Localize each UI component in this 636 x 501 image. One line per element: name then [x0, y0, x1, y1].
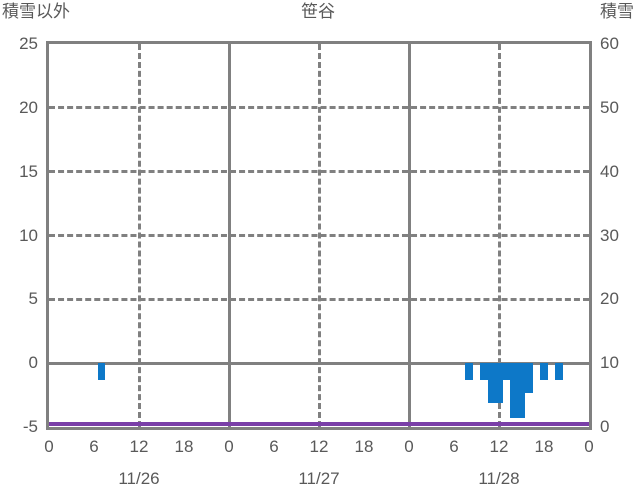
y-axis-tick-label-right: 20	[600, 289, 619, 309]
bar	[510, 363, 518, 419]
y-axis-tick-label-left: 0	[28, 353, 38, 373]
chart-title: 笹谷	[301, 2, 335, 21]
right-axis-label: 積雪	[600, 2, 634, 21]
x-axis-tick-label: 0	[584, 437, 594, 456]
y-axis-tick-label-right: 10	[600, 353, 619, 373]
snow-depth-line	[49, 422, 589, 426]
y-axis-tick-label-left: 5	[28, 289, 38, 309]
x-axis-tick-label: 12	[129, 437, 149, 456]
bar	[555, 363, 563, 380]
bar	[480, 363, 488, 380]
y-axis-tick-label-left: -5	[22, 417, 38, 436]
left-axis-label: 積雪以外	[2, 2, 70, 21]
left-axis-ticks: 25 20 15 10 5 0 -5	[0, 0, 38, 501]
bar	[540, 363, 548, 380]
x-axis-tick-label: 0	[404, 437, 414, 456]
bar	[517, 363, 526, 419]
y-axis-tick-label-right: 60	[600, 34, 619, 53]
x-axis-tick-label: 6	[269, 437, 279, 456]
gridline-vertical	[497, 44, 501, 427]
y-axis-tick-label-right: 0	[600, 417, 610, 436]
y-axis-tick-label-right: 50	[600, 97, 619, 117]
x-axis-tick-label: 0	[224, 437, 234, 456]
bar	[465, 363, 473, 380]
y-axis-tick-label-left: 20	[19, 97, 38, 117]
x-axis-tick-label: 18	[174, 437, 194, 456]
bar	[525, 363, 533, 393]
bar	[487, 363, 496, 403]
right-axis-ticks: 60 50 40 30 20 10 0	[600, 0, 636, 501]
gridline-vertical	[317, 44, 321, 427]
plot-inner	[49, 44, 589, 427]
x-axis-tick-label: 12	[309, 437, 329, 456]
plot-area	[46, 41, 592, 430]
day-separator	[227, 44, 231, 427]
y-axis-tick-label-left: 10	[19, 225, 38, 245]
x-axis-day-label: 11/26	[118, 469, 160, 488]
bar	[97, 363, 106, 380]
y-axis-tick-label-left: 15	[19, 161, 38, 181]
x-axis-tick-label: 0	[44, 437, 54, 456]
bar	[502, 363, 511, 380]
x-axis-day-label: 11/27	[298, 469, 340, 488]
y-axis-tick-label-right: 30	[600, 225, 619, 245]
gridline-vertical	[137, 44, 141, 427]
day-separator	[407, 44, 411, 427]
bar	[495, 363, 503, 403]
x-axis-tick-label: 18	[354, 437, 374, 456]
x-axis-tick-label: 6	[89, 437, 99, 456]
x-axis-day-label: 11/28	[478, 469, 520, 488]
y-axis-tick-label-right: 40	[600, 161, 619, 181]
x-axis-tick-label: 18	[534, 437, 554, 456]
y-axis-tick-label-left: 25	[19, 34, 38, 53]
x-axis-tick-label: 12	[489, 437, 509, 456]
x-axis-tick-label: 6	[449, 437, 459, 456]
